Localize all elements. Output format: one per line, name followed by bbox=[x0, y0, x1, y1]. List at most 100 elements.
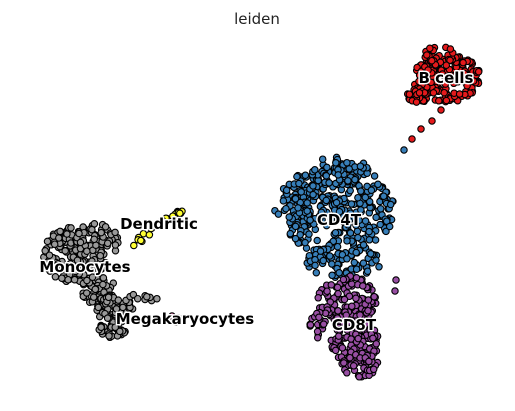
point-cd4t bbox=[328, 260, 336, 268]
point-cd4t bbox=[322, 172, 331, 180]
point-b-cells bbox=[442, 96, 451, 105]
point-monocytes bbox=[63, 230, 71, 238]
point-cd4t bbox=[372, 213, 380, 222]
point-cd4t bbox=[331, 228, 340, 237]
point-cd4t bbox=[309, 182, 317, 190]
point-monocytes bbox=[88, 273, 97, 281]
point-monocytes bbox=[94, 303, 103, 312]
point-cd8t bbox=[340, 359, 348, 367]
point-monocytes bbox=[111, 228, 119, 237]
point-cd4t bbox=[291, 234, 300, 243]
point-cd4t bbox=[294, 204, 302, 212]
point-cd8t bbox=[313, 333, 322, 342]
point-cd8t bbox=[349, 362, 358, 370]
point-monocytes bbox=[122, 314, 131, 322]
point-b-cells bbox=[450, 76, 459, 85]
cluster-label-monocytes: Monocytes bbox=[39, 258, 130, 276]
point-cd4t bbox=[400, 146, 408, 154]
point-cd8t bbox=[352, 294, 360, 303]
point-cd4t bbox=[282, 186, 291, 195]
point-cd8t bbox=[352, 274, 361, 282]
cluster-label-dendritic: Dendritic bbox=[120, 215, 198, 233]
point-cd4t bbox=[356, 162, 365, 170]
point-cd4t bbox=[352, 265, 361, 273]
point-b-cells bbox=[455, 90, 464, 98]
point-cd8t bbox=[365, 357, 373, 366]
point-cd8t bbox=[372, 340, 381, 348]
point-dendritic bbox=[158, 216, 167, 224]
point-dendritic bbox=[130, 241, 138, 250]
point-monocytes bbox=[88, 225, 96, 234]
cluster-label-b-cells: B cells bbox=[419, 69, 474, 87]
point-cd8t bbox=[370, 292, 378, 301]
point-monocytes bbox=[153, 294, 161, 303]
point-cd8t bbox=[342, 311, 351, 319]
point-cd4t bbox=[295, 179, 303, 188]
point-cd8t bbox=[359, 282, 367, 290]
point-dendritic bbox=[176, 209, 184, 218]
point-monocytes bbox=[83, 276, 91, 285]
point-b-cells bbox=[442, 61, 451, 69]
point-b-cells bbox=[443, 72, 451, 81]
point-cd8t bbox=[369, 365, 378, 374]
point-cd4t bbox=[343, 237, 351, 245]
point-monocytes bbox=[52, 261, 61, 270]
point-cd4t bbox=[305, 230, 313, 238]
point-cd4t bbox=[316, 247, 325, 255]
point-cd4t bbox=[354, 233, 362, 242]
point-megakaryocytes bbox=[179, 315, 187, 323]
point-monocytes bbox=[104, 293, 113, 302]
point-cd4t bbox=[326, 252, 334, 260]
point-b-cells bbox=[435, 97, 443, 105]
point-cd4t bbox=[332, 198, 341, 207]
point-monocytes bbox=[116, 327, 124, 336]
point-b-cells bbox=[412, 98, 421, 106]
point-cd4t bbox=[352, 248, 360, 257]
point-cd4t bbox=[365, 197, 374, 206]
point-cd8t bbox=[343, 369, 351, 377]
point-monocytes bbox=[43, 258, 52, 267]
point-cd4t bbox=[333, 242, 342, 251]
point-cd4t bbox=[322, 196, 331, 205]
point-cd8t bbox=[355, 373, 363, 381]
point-cd4t bbox=[346, 229, 355, 237]
point-monocytes bbox=[41, 247, 49, 255]
point-monocytes bbox=[67, 224, 75, 232]
point-cd4t bbox=[354, 193, 362, 202]
point-monocytes bbox=[90, 235, 98, 244]
point-cd4t bbox=[279, 197, 288, 205]
cluster-label-megakaryocytes: Megakaryocytes bbox=[116, 310, 255, 328]
point-monocytes bbox=[50, 240, 59, 248]
point-cd4t bbox=[296, 231, 304, 239]
point-cd4t bbox=[376, 205, 385, 213]
point-cd8t bbox=[369, 334, 377, 343]
point-cd4t bbox=[327, 215, 336, 223]
point-dendritic bbox=[145, 231, 154, 239]
point-monocytes bbox=[72, 263, 81, 272]
point-monocytes bbox=[103, 314, 112, 322]
point-cd4t bbox=[363, 267, 372, 275]
point-cd4t bbox=[365, 227, 373, 236]
point-cd8t bbox=[334, 332, 343, 340]
point-cd4t bbox=[335, 207, 344, 216]
point-cd4t bbox=[301, 171, 310, 179]
point-b-cells bbox=[428, 117, 436, 125]
point-monocytes bbox=[59, 264, 67, 273]
point-monocytes bbox=[75, 229, 83, 238]
point-cd4t bbox=[313, 236, 321, 245]
point-monocytes bbox=[111, 241, 120, 249]
point-cd4t bbox=[311, 261, 319, 270]
point-cd8t bbox=[313, 327, 322, 336]
point-monocytes bbox=[96, 251, 105, 260]
point-b-cells bbox=[405, 90, 414, 98]
point-monocytes bbox=[99, 280, 107, 289]
point-cd4t bbox=[309, 190, 317, 199]
point-monocytes bbox=[101, 258, 110, 267]
point-b-cells bbox=[459, 58, 467, 67]
point-b-cells bbox=[427, 78, 435, 87]
point-b-cells bbox=[417, 125, 425, 133]
point-monocytes bbox=[96, 266, 104, 274]
point-monocytes bbox=[114, 296, 123, 304]
point-cd4t bbox=[328, 271, 336, 280]
point-b-cells bbox=[440, 88, 448, 97]
